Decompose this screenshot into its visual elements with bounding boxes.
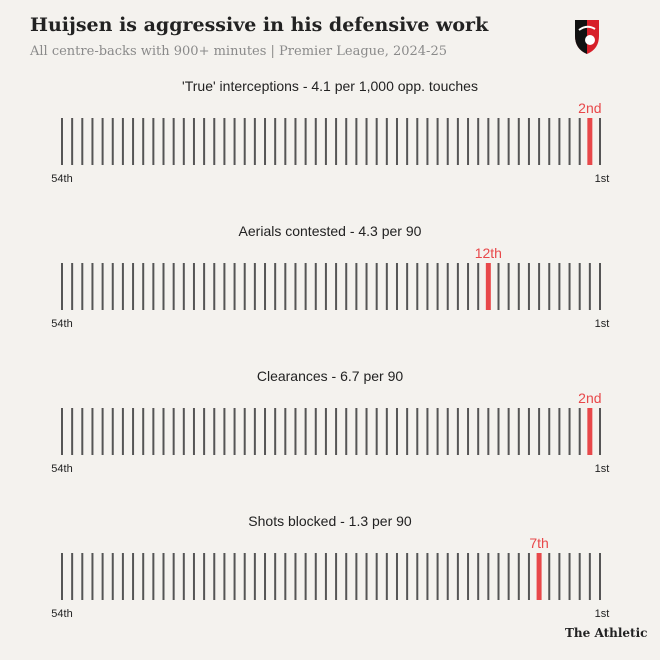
highlight-rank-label: 2nd	[578, 100, 601, 116]
chart-title: Huijsen is aggressive in his defensive w…	[30, 14, 489, 36]
highlight-rank-label: 7th	[529, 535, 548, 551]
rank-label-right: 1st	[595, 463, 610, 475]
source-credit: The Athletic	[565, 626, 648, 640]
chart-subtitle: All centre-backs with 900+ minutes | Pre…	[30, 44, 447, 59]
rank-label-right: 1st	[595, 173, 610, 185]
rank-label-left: 54th	[51, 318, 72, 330]
rank-label-right: 1st	[595, 318, 610, 330]
rank-label-left: 54th	[51, 463, 72, 475]
panel-title: Aerials contested - 4.3 per 90	[239, 223, 422, 239]
panel-title: 'True' interceptions - 4.1 per 1,000 opp…	[182, 78, 478, 94]
rank-label-left: 54th	[51, 173, 72, 185]
panel-title: Clearances - 6.7 per 90	[257, 368, 404, 384]
rank-label-left: 54th	[51, 608, 72, 620]
rank-label-right: 1st	[595, 608, 610, 620]
highlight-rank-label: 2nd	[578, 390, 601, 406]
highlight-rank-label: 12th	[475, 245, 502, 261]
panel-title: Shots blocked - 1.3 per 90	[248, 513, 412, 529]
club-crest-icon	[575, 20, 599, 54]
